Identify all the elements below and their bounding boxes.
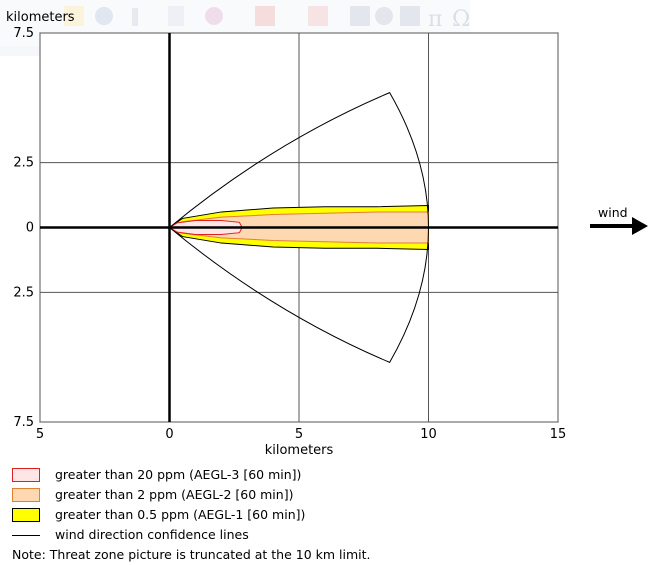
legend-item-aegl3: greater than 20 ppm (AEGL-3 [60 min]) — [12, 465, 305, 485]
legend-item-aegl2: greater than 2 ppm (AEGL-2 [60 min]) — [12, 485, 305, 505]
wind-indicator: wind — [590, 205, 648, 235]
legend: greater than 20 ppm (AEGL-3 [60 min]) gr… — [12, 465, 305, 545]
x-tick-label: 10 — [420, 427, 437, 442]
x-tick-label: 15 — [550, 427, 567, 442]
legend-label-aegl3: greater than 20 ppm (AEGL-3 [60 min]) — [55, 467, 302, 482]
y-tick-label: 2.5 — [13, 285, 34, 300]
y-tick-label: 0 — [26, 221, 34, 236]
aegl3-swatch — [12, 468, 40, 482]
axes — [40, 33, 558, 422]
threat-zone-chart: 5 0 5 10 15 7.5 2.5 0 2.5 7.5 kilometers kilomete… — [6, 10, 648, 458]
legend-label-aegl2: greater than 2 ppm (AEGL-2 [60 min]) — [55, 487, 294, 502]
aegl2-swatch — [12, 488, 40, 502]
y-tick-label: 7.5 — [13, 415, 34, 430]
legend-item-confidence: wind direction confidence lines — [12, 525, 305, 545]
legend-item-aegl1: greater than 0.5 ppm (AEGL-1 [60 min]) — [12, 505, 305, 525]
x-tick-label: 5 — [36, 427, 44, 442]
wind-label: wind — [598, 205, 628, 220]
legend-label-aegl1: greater than 0.5 ppm (AEGL-1 [60 min]) — [55, 507, 306, 522]
wind-arrow-head — [632, 217, 648, 235]
y-tick-label: 2.5 — [13, 156, 34, 171]
tick-labels: 5 0 5 10 15 7.5 2.5 0 2.5 7.5 — [13, 26, 566, 442]
x-axis-label: kilometers — [265, 443, 334, 458]
y-axis-label: kilometers — [6, 10, 75, 25]
x-tick-label: 5 — [295, 427, 303, 442]
y-tick-label: 7.5 — [13, 26, 34, 41]
truncation-note: Note: Threat zone picture is truncated a… — [12, 547, 371, 562]
legend-label-confidence: wind direction confidence lines — [55, 527, 249, 542]
confidence-line-swatch — [12, 534, 40, 536]
x-tick-label: 0 — [165, 427, 173, 442]
aegl1-swatch — [12, 508, 40, 522]
